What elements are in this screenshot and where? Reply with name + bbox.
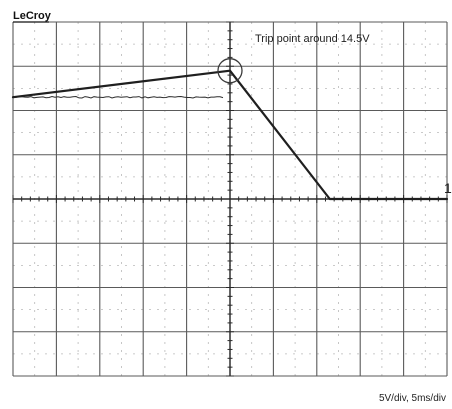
trip-point-annotation: Trip point around 14.5V bbox=[255, 33, 370, 45]
scale-readout: 5V/div, 5ms/div bbox=[379, 393, 446, 404]
lecroy-logo: LeCroy bbox=[13, 10, 52, 22]
trace-layer bbox=[11, 69, 449, 201]
annotation-layer: Trip point around 14.5V bbox=[217, 33, 370, 84]
trace-1-line bbox=[11, 69, 449, 201]
trace-noise-plateau bbox=[12, 95, 224, 99]
trip-point-circle bbox=[217, 58, 243, 84]
trace-1-marker: 1 bbox=[444, 180, 452, 196]
graticule bbox=[12, 21, 448, 377]
